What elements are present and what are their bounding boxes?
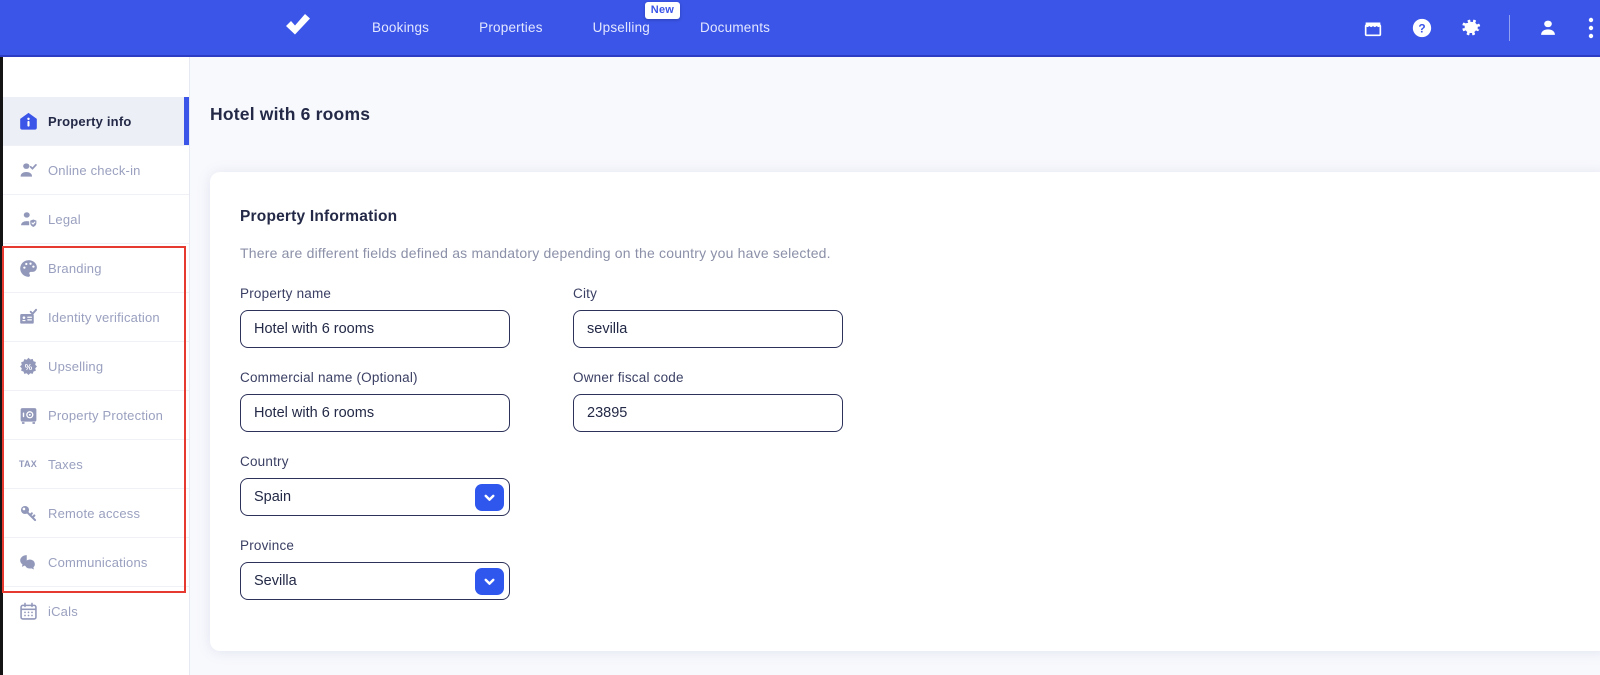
sidebar-item-online-check-in[interactable]: Online check-in [0, 146, 189, 195]
palette-icon [17, 257, 39, 279]
owner-fiscal-code-label: Owner fiscal code [573, 370, 684, 385]
city-label: City [573, 286, 598, 301]
sidebar-item-property-info[interactable]: Property info [0, 97, 189, 146]
sidebar-item-label: iCals [48, 604, 78, 619]
commercial-name-label: Commercial name (Optional) [240, 370, 418, 385]
nav-item-properties[interactable]: Properties [479, 20, 543, 35]
country-label: Country [240, 454, 289, 469]
calendar-icon [17, 601, 39, 623]
field-country: Country Spain [240, 454, 510, 516]
new-badge: New [644, 2, 681, 19]
settings-gear-icon[interactable] [1460, 17, 1482, 39]
sidebar-item-label: Upselling [48, 358, 104, 374]
storefront-icon[interactable] [1362, 17, 1384, 39]
sidebar-item-label: Property Protection [48, 407, 164, 423]
main-content: Hotel with 6 rooms Property Information … [191, 57, 1600, 675]
sidebar-item-label: Online check-in [48, 162, 141, 178]
svg-text:%: % [24, 362, 32, 372]
tax-text-icon: TAX [18, 459, 38, 469]
nav-item-documents[interactable]: Documents [700, 20, 771, 35]
field-owner-fiscal-code: Owner fiscal code [573, 370, 843, 432]
property-form: Property name City Commercial name (Opti… [240, 286, 1580, 600]
nav-item-bookings[interactable]: Bookings [372, 20, 430, 35]
sidebar-item-label: Taxes [48, 456, 83, 472]
sidebar-item-property-protection[interactable]: Property Protection [0, 391, 189, 440]
sidebar-item-label: Legal [48, 211, 81, 227]
sidebar-item-label: Identity verification [48, 309, 160, 325]
property-name-input[interactable] [240, 310, 510, 348]
grid-spacer [573, 538, 843, 600]
grid-spacer [573, 454, 843, 516]
active-indicator-bar [184, 97, 189, 145]
sidebar-item-taxes[interactable]: TAX Taxes [0, 440, 189, 489]
settings-sidebar: Property info Online check-in [0, 57, 190, 675]
card-description: There are different fields defined as ma… [240, 245, 831, 261]
nav-item-upselling-label: Upselling [592, 20, 651, 35]
sidebar-item-legal[interactable]: Legal [0, 195, 189, 244]
field-property-name: Property name [240, 286, 510, 348]
sidebar-item-label: Communications [48, 554, 148, 570]
field-commercial-name: Commercial name (Optional) [240, 370, 510, 432]
sidebar-item-label: Remote access [48, 505, 141, 521]
help-icon[interactable]: ? [1411, 17, 1433, 39]
country-select-value: Spain [254, 489, 292, 505]
sidebar-item-label: Branding [48, 260, 102, 276]
sidebar-item-identity-verification[interactable]: Identity verification [0, 293, 189, 342]
building-info-icon [17, 110, 39, 132]
account-icon[interactable] [1537, 17, 1559, 39]
chat-bubbles-icon [17, 551, 39, 573]
brand-checkmark-logo[interactable] [282, 9, 314, 41]
person-check-icon [17, 159, 39, 181]
page-title: Hotel with 6 rooms [210, 104, 371, 124]
nav-divider [1509, 14, 1510, 41]
province-select[interactable]: Sevilla [240, 562, 510, 600]
province-label: Province [240, 538, 295, 553]
chevron-down-icon[interactable] [475, 483, 504, 511]
sidebar-item-remote-access[interactable]: Remote access [0, 489, 189, 538]
sidebar-item-communications[interactable]: Communications [0, 538, 189, 587]
sidebar-item-upselling[interactable]: % Upselling [0, 342, 189, 391]
province-select-value: Sevilla [254, 573, 297, 589]
top-nav-bar: Bookings Properties Upselling New Docume… [0, 0, 1600, 57]
nav-item-upselling[interactable]: Upselling New [592, 2, 681, 35]
more-vertical-icon[interactable] [1586, 17, 1596, 39]
id-card-check-icon [17, 306, 39, 328]
owner-fiscal-code-input[interactable] [573, 394, 843, 432]
chevron-down-icon[interactable] [475, 567, 504, 595]
city-input[interactable] [573, 310, 843, 348]
safe-icon [17, 404, 39, 426]
window-edge-strip [0, 57, 3, 675]
country-select[interactable]: Spain [240, 478, 510, 516]
field-city: City [573, 286, 843, 348]
svg-text:?: ? [1418, 21, 1425, 35]
key-icon [17, 502, 39, 524]
property-name-label: Property name [240, 286, 332, 301]
field-province: Province Sevilla [240, 538, 510, 600]
sidebar-item-icals[interactable]: iCals [0, 587, 189, 636]
card-heading: Property Information [240, 208, 398, 225]
sidebar-item-branding[interactable]: Branding [0, 244, 189, 293]
person-shield-icon [17, 208, 39, 230]
sidebar-item-label: Property info [48, 113, 132, 129]
property-information-card: Property Information There are different… [210, 172, 1600, 651]
commercial-name-input[interactable] [240, 394, 510, 432]
percent-badge-icon: % [17, 355, 39, 377]
